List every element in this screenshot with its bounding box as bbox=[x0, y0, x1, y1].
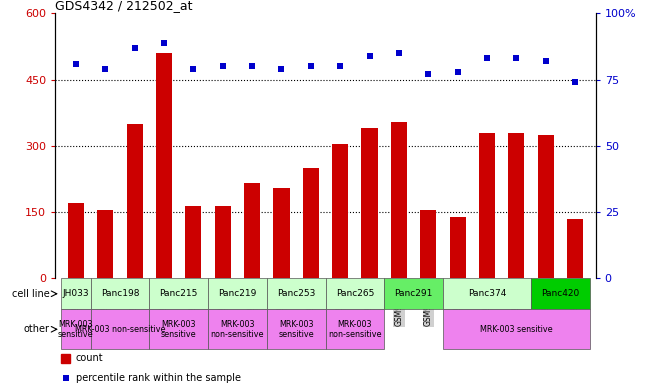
Text: MRK-003
non-sensitive: MRK-003 non-sensitive bbox=[328, 319, 381, 339]
Text: MRK-003
sensitive: MRK-003 sensitive bbox=[58, 319, 94, 339]
Text: Panc198: Panc198 bbox=[101, 289, 139, 298]
Text: Panc253: Panc253 bbox=[277, 289, 315, 298]
Text: MRK-003
non-sensitive: MRK-003 non-sensitive bbox=[211, 319, 264, 339]
Point bbox=[452, 69, 463, 75]
Bar bbox=[443, 309, 590, 349]
Text: Panc265: Panc265 bbox=[336, 289, 374, 298]
Point bbox=[482, 55, 492, 61]
Point bbox=[100, 66, 111, 72]
Bar bbox=[326, 278, 384, 309]
Point bbox=[71, 61, 81, 67]
Bar bbox=[508, 132, 525, 278]
Bar bbox=[90, 278, 149, 309]
Bar bbox=[273, 188, 290, 278]
Bar bbox=[391, 122, 407, 278]
Point bbox=[423, 71, 434, 78]
Bar bbox=[186, 205, 201, 278]
Bar bbox=[61, 309, 90, 349]
Text: Panc374: Panc374 bbox=[468, 289, 506, 298]
Point bbox=[130, 45, 140, 51]
Point bbox=[540, 58, 551, 64]
Point bbox=[188, 66, 199, 72]
Bar bbox=[538, 135, 554, 278]
Text: MRK-003 sensitive: MRK-003 sensitive bbox=[480, 325, 553, 334]
Text: MRK-003 non-sensitive: MRK-003 non-sensitive bbox=[75, 325, 165, 334]
Bar bbox=[567, 219, 583, 278]
Text: count: count bbox=[76, 353, 104, 363]
Bar bbox=[61, 278, 90, 309]
Text: GDS4342 / 212502_at: GDS4342 / 212502_at bbox=[55, 0, 193, 12]
Bar bbox=[90, 309, 149, 349]
Bar bbox=[126, 124, 143, 278]
Bar bbox=[267, 278, 326, 309]
Point bbox=[365, 53, 375, 59]
Text: Panc215: Panc215 bbox=[159, 289, 198, 298]
Bar bbox=[97, 210, 113, 278]
Point bbox=[61, 375, 71, 381]
Bar bbox=[156, 53, 172, 278]
Bar bbox=[303, 168, 319, 278]
Point bbox=[159, 40, 169, 46]
Bar bbox=[361, 128, 378, 278]
Text: MRK-003
sensitive: MRK-003 sensitive bbox=[161, 319, 197, 339]
Point bbox=[276, 66, 286, 72]
Text: other: other bbox=[24, 324, 50, 334]
Bar bbox=[384, 278, 443, 309]
Text: MRK-003
sensitive: MRK-003 sensitive bbox=[279, 319, 314, 339]
Point bbox=[394, 50, 404, 56]
Text: cell line: cell line bbox=[12, 289, 50, 299]
Point bbox=[217, 63, 228, 70]
Bar bbox=[244, 184, 260, 278]
Bar bbox=[267, 309, 326, 349]
Text: percentile rank within the sample: percentile rank within the sample bbox=[76, 373, 241, 383]
Point bbox=[511, 55, 521, 61]
Bar bbox=[208, 309, 267, 349]
Bar bbox=[531, 278, 590, 309]
Bar bbox=[443, 278, 531, 309]
Bar bbox=[420, 210, 436, 278]
Point bbox=[335, 63, 346, 70]
Bar bbox=[61, 354, 70, 363]
Point bbox=[247, 63, 257, 70]
Bar bbox=[208, 278, 267, 309]
Bar bbox=[450, 217, 465, 278]
Bar bbox=[215, 205, 231, 278]
Text: JH033: JH033 bbox=[62, 289, 89, 298]
Bar bbox=[326, 309, 384, 349]
Bar bbox=[68, 204, 84, 278]
Point bbox=[305, 63, 316, 70]
Bar bbox=[332, 144, 348, 278]
Text: Panc219: Panc219 bbox=[218, 289, 256, 298]
Bar bbox=[479, 132, 495, 278]
Point bbox=[570, 79, 580, 85]
Bar bbox=[149, 309, 208, 349]
Bar bbox=[149, 278, 208, 309]
Text: Panc420: Panc420 bbox=[541, 289, 579, 298]
Text: Panc291: Panc291 bbox=[395, 289, 433, 298]
